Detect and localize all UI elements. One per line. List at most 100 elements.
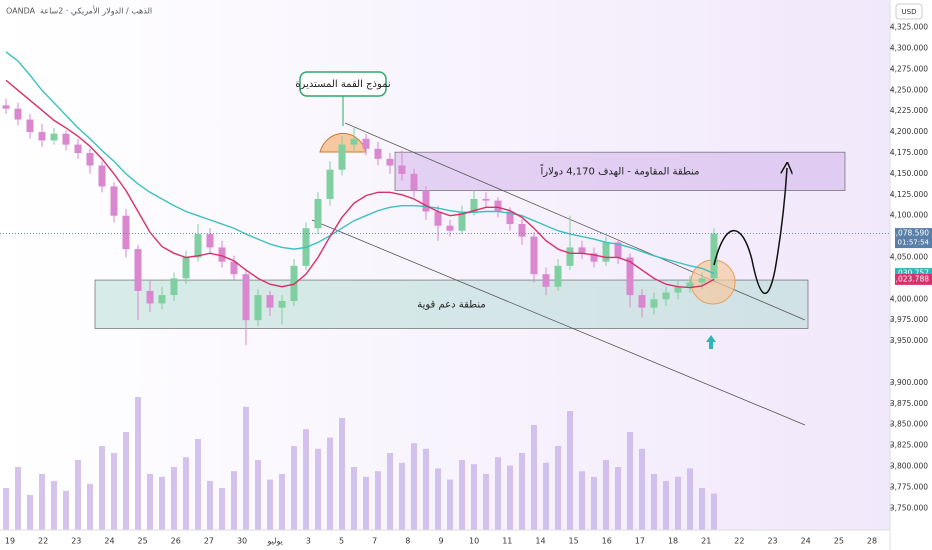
zone (394, 151, 846, 191)
instrument: الذهب / الدولار الأمريكي · 2ساعة (40, 6, 152, 16)
volume-bar (351, 467, 357, 530)
candle-body (386, 158, 394, 166)
volume-bar (123, 432, 129, 530)
volume-bar (87, 483, 93, 530)
volume-bar (219, 488, 225, 530)
y-tick-label: 3,950.000 (890, 336, 928, 345)
candle-body (422, 190, 430, 212)
x-tick-label: 23 (71, 537, 81, 546)
volume-bar (171, 467, 177, 530)
candle-body (134, 249, 142, 291)
candle-body (38, 132, 46, 141)
candle-body (86, 152, 94, 166)
candle-body (74, 144, 82, 153)
x-tick-label: 17 (635, 537, 645, 546)
candle-body (470, 198, 478, 212)
candle-body (158, 295, 166, 304)
x-tick-label: 21 (701, 537, 711, 546)
x-tick-label: 26 (171, 537, 181, 546)
candle-body (170, 278, 178, 296)
volume-bar (51, 481, 57, 530)
volume-bar (99, 446, 105, 530)
volume-bar (243, 406, 249, 530)
x-tick-label: 27 (204, 537, 214, 546)
candle-body (506, 211, 514, 225)
volume-bar (3, 488, 9, 530)
candle-body (278, 300, 286, 308)
volume-bar (435, 468, 441, 530)
volume-bar (399, 462, 405, 530)
candle-body (122, 215, 130, 250)
volume-bar (63, 490, 69, 530)
volume-bar (291, 446, 297, 530)
price-label: 4,078.590 (891, 229, 929, 238)
x-tick-label: 11 (502, 537, 512, 546)
candle-body (254, 295, 262, 321)
candle-body (50, 133, 58, 141)
y-tick-label: 4,225.000 (890, 106, 928, 115)
candle-body (98, 165, 106, 187)
volume-bar (279, 474, 285, 530)
candle-body (350, 138, 358, 145)
ma-line (5, 79, 715, 289)
volume-bar (327, 437, 333, 530)
candle-body (650, 299, 658, 308)
x-tick-label: 3 (306, 537, 311, 546)
price-label-box (895, 268, 932, 280)
y-tick-label: 4,175.000 (890, 148, 928, 157)
candle-body (434, 211, 442, 226)
volume-bar (207, 481, 213, 530)
volume-bar (651, 474, 657, 530)
candle-body (266, 295, 274, 308)
x-tick-label: 8 (405, 537, 410, 546)
volume-bar (15, 467, 21, 530)
volume-bar (615, 467, 621, 530)
volume-bar (39, 474, 45, 530)
candle-body (458, 211, 466, 231)
channel-lower (311, 219, 806, 426)
candle-body (494, 200, 502, 212)
symbol: OANDA (6, 7, 36, 16)
volume-bar (231, 471, 237, 530)
volume-bar (579, 471, 585, 530)
y-tick-label: 4,325.000 (890, 23, 928, 32)
up-arrow (706, 335, 716, 349)
candle-body (662, 292, 670, 300)
volume-bar (147, 474, 153, 530)
candle-body (518, 224, 526, 237)
x-tick-label: يوليو (267, 537, 283, 546)
volume-bar (159, 476, 165, 530)
volume-bar (483, 474, 489, 530)
price-label-box (895, 228, 932, 249)
x-tick-label: 5 (339, 537, 344, 546)
currency: USD (902, 8, 917, 16)
candle-body (242, 274, 250, 321)
candle-body (146, 290, 154, 304)
x-tick-label: 9 (438, 537, 443, 546)
candle-body (218, 247, 226, 262)
candle-body (182, 257, 190, 279)
candle-body (674, 286, 682, 293)
volume-bar (603, 460, 609, 530)
volume-bar (387, 453, 393, 530)
currency-box[interactable] (895, 3, 923, 20)
pattern-label: نموذج القمة المستديرة (295, 79, 390, 90)
volume-bar (663, 481, 669, 530)
candle-body (626, 257, 634, 296)
x-tick-label: 23 (767, 537, 777, 546)
volume-bar (639, 448, 645, 530)
volume-bar (375, 471, 381, 530)
volume-bar (315, 448, 321, 530)
price-label: 4,030.757 (891, 269, 929, 278)
volume-bar (711, 493, 717, 530)
candle-body (62, 133, 70, 145)
candle-body (206, 234, 214, 248)
y-tick-label: 4,250.000 (890, 85, 928, 94)
candle-body (710, 233, 718, 279)
volume-bar (135, 397, 141, 530)
candle-body (230, 261, 238, 275)
candle-body (542, 274, 550, 287)
x-tick-label: 30 (237, 537, 247, 546)
candle-body (566, 247, 574, 266)
